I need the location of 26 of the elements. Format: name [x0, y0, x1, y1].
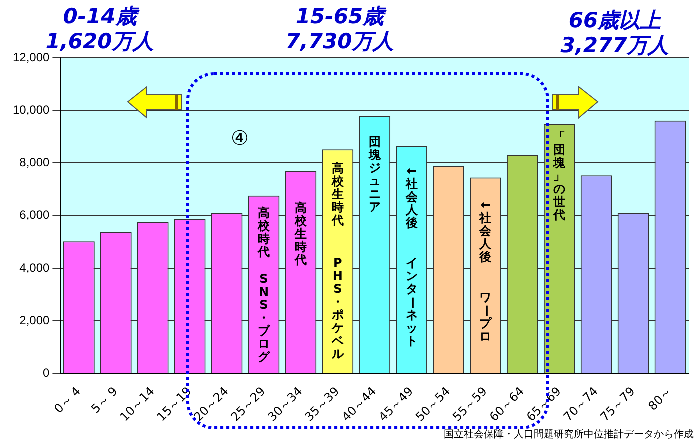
annotation: 高校生時代 — [330, 161, 345, 228]
text: 7,730万人 — [286, 29, 394, 54]
annotation: ワープロ — [480, 290, 494, 344]
y-tick-label: 10,000 — [13, 102, 50, 117]
y-tick-label: 4,000 — [20, 260, 50, 275]
annotation: 「団塊」の世代 — [552, 130, 567, 222]
text: 66歳以上 — [568, 8, 662, 32]
annotation: 高校生時代 — [294, 200, 308, 267]
text: 0-14歳 — [63, 4, 140, 28]
annotation: 団塊ジュニア — [368, 135, 382, 214]
x-tick-label: 80～ — [646, 384, 675, 414]
text: 国立社会保障・人口問題研究所中位推計データから作成 — [444, 428, 694, 441]
annotation: PHS・ポケベル — [330, 256, 345, 362]
annotation: ←社会人後 — [478, 198, 493, 264]
annotation: ④ — [231, 126, 249, 150]
annotation: 高校時代 — [256, 206, 271, 260]
text: 15-65歳 — [296, 4, 388, 28]
annotation: インターネット — [406, 256, 420, 348]
text: 3,277万人 — [560, 33, 670, 58]
annotation: ←社会人後 — [404, 164, 419, 230]
y-tick-label: 6,000 — [20, 208, 50, 222]
y-tick-label: 0 — [43, 366, 50, 380]
x-tick-label: 0～ 4 — [52, 384, 84, 416]
y-tick-label: 2,000 — [20, 313, 50, 328]
annotation: SNS・ブログ — [258, 272, 271, 364]
y-tick-label: 8,000 — [20, 156, 50, 170]
